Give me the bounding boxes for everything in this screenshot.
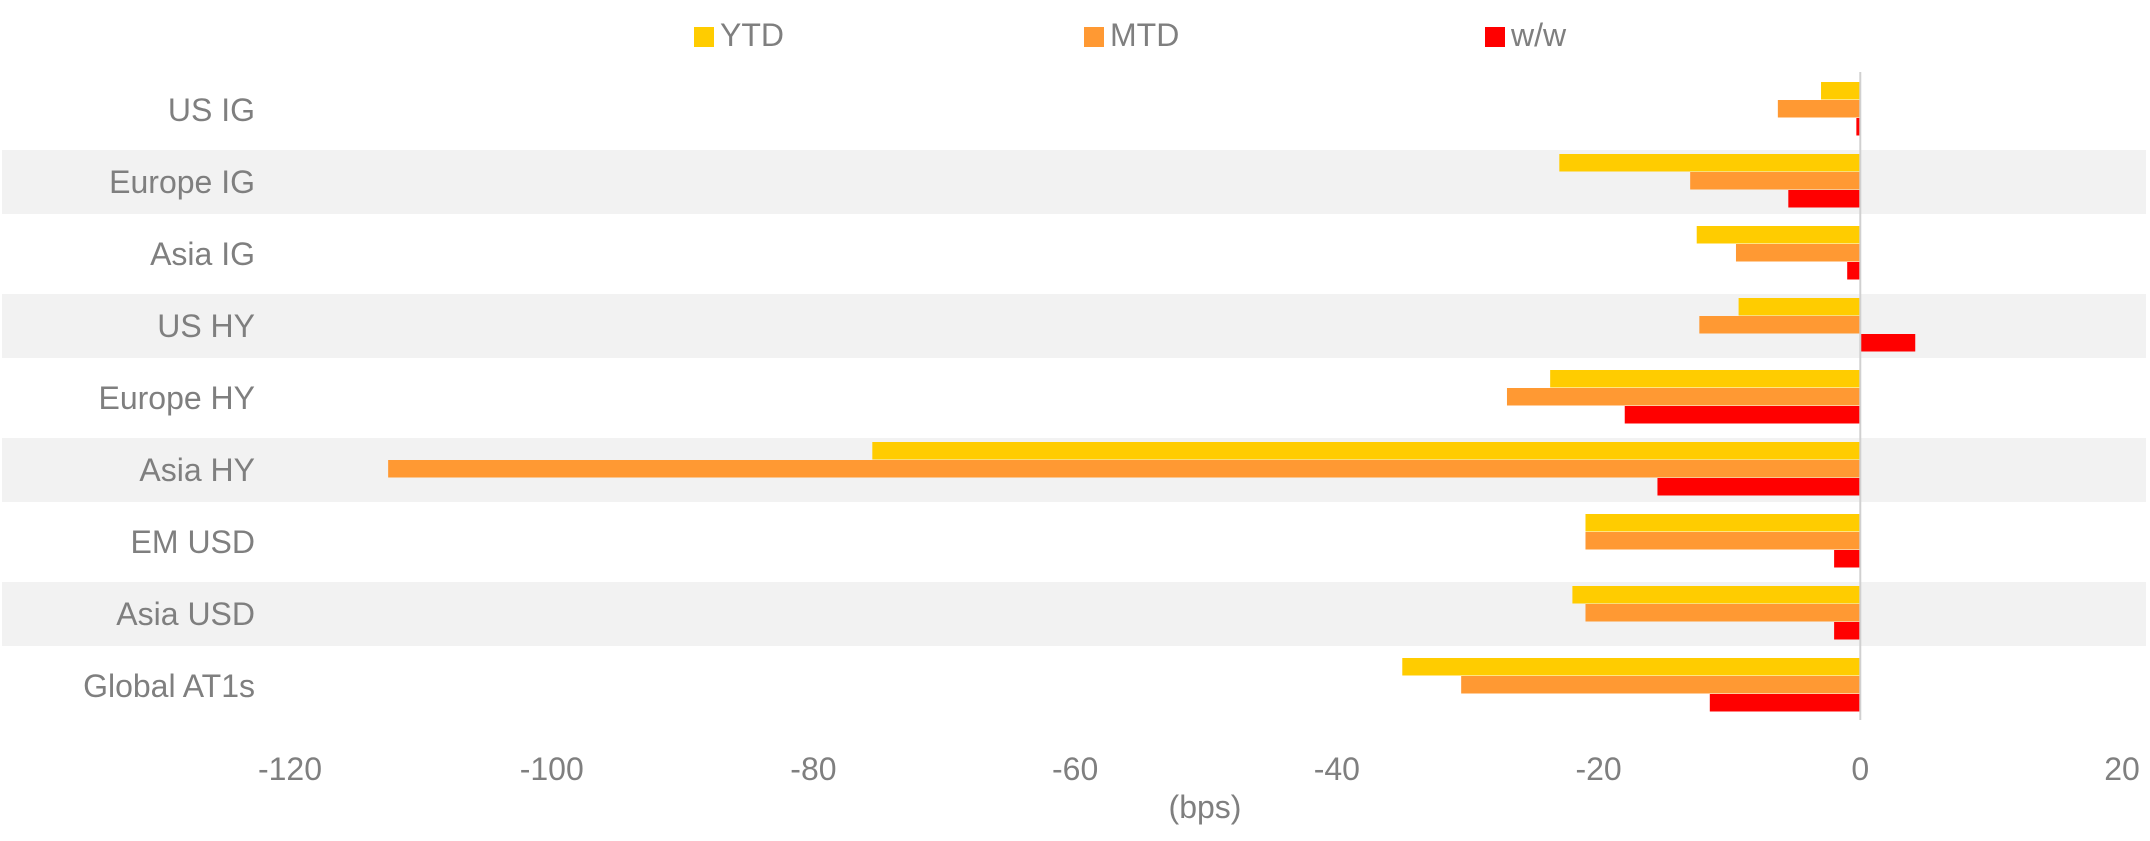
x-tick-label: 20 xyxy=(2104,751,2140,787)
legend-label: MTD xyxy=(1110,17,1179,53)
bar-mtd xyxy=(1690,172,1861,190)
legend-label: YTD xyxy=(720,17,784,53)
bar-mtd xyxy=(1777,100,1861,118)
bar-ww xyxy=(1856,118,1861,136)
bar-ww xyxy=(1834,550,1861,568)
category-label: US IG xyxy=(168,92,255,128)
legend-swatch xyxy=(694,27,714,47)
x-tick-label: -80 xyxy=(790,751,836,787)
bars xyxy=(388,82,1916,712)
bar-ww xyxy=(1624,406,1861,424)
category-label: Global AT1s xyxy=(83,668,255,704)
bar-ytd xyxy=(872,442,1861,460)
x-axis-ticks: -120 -100 -80 -60 -40 -20 0 20 xyxy=(258,751,2140,787)
bar-mtd xyxy=(1461,676,1861,694)
bar-ww xyxy=(1860,334,1916,352)
bar-ytd xyxy=(1696,226,1861,244)
bar-mtd xyxy=(388,460,1861,478)
x-tick-label: -100 xyxy=(520,751,584,787)
legend-swatch xyxy=(1084,27,1104,47)
x-tick-label: 0 xyxy=(1851,751,1869,787)
category-label: Europe IG xyxy=(109,164,255,200)
bar-mtd xyxy=(1585,604,1861,622)
bar-mtd xyxy=(1506,388,1861,406)
category-label: Asia IG xyxy=(150,236,255,272)
bar-ytd xyxy=(1572,586,1861,604)
bar-ytd xyxy=(1738,298,1861,316)
bar-ytd xyxy=(1585,514,1861,532)
category-label: Asia HY xyxy=(139,452,255,488)
x-tick-label: -40 xyxy=(1314,751,1360,787)
legend-label: w/w xyxy=(1510,17,1567,53)
bar-mtd xyxy=(1585,532,1861,550)
x-tick-label: -120 xyxy=(258,751,322,787)
bar-ww xyxy=(1788,190,1861,208)
category-labels: US IG Europe IG Asia IG US HY Europe HY Asia … xyxy=(83,92,255,704)
bar-mtd xyxy=(1735,244,1861,262)
legend-swatch xyxy=(1485,27,1505,47)
legend: YTD MTD w/w xyxy=(694,17,1567,53)
category-label: Asia USD xyxy=(116,596,255,632)
bar-mtd xyxy=(1699,316,1861,334)
x-tick-label: -20 xyxy=(1575,751,1621,787)
x-axis-title: (bps) xyxy=(1169,789,1242,825)
bar-ww xyxy=(1709,694,1861,712)
bar-ww xyxy=(1657,478,1861,496)
category-label: US HY xyxy=(157,308,255,344)
bar-ytd xyxy=(1821,82,1861,100)
bar-ww xyxy=(1847,262,1861,280)
bar-ytd xyxy=(1559,154,1861,172)
x-tick-label: -60 xyxy=(1052,751,1098,787)
bar-ytd xyxy=(1550,370,1861,388)
category-label: Europe HY xyxy=(98,380,255,416)
bar-ytd xyxy=(1402,658,1861,676)
category-label: EM USD xyxy=(131,524,255,560)
bar-ww xyxy=(1834,622,1861,640)
